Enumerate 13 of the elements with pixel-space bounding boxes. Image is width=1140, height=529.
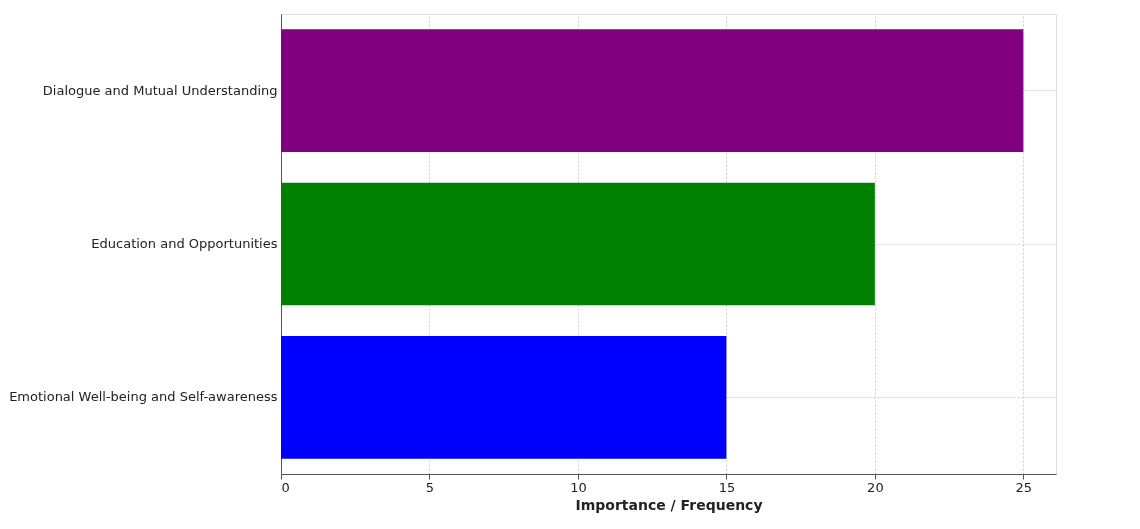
x-tick-label: 15 [718,479,736,495]
x-tick-label: 20 [867,479,884,495]
y-tick-label: Dialogue and Mutual Understanding [42,82,278,98]
x-tick-label: 10 [570,479,587,495]
bar [281,29,1024,152]
bar [281,336,727,459]
bar [281,182,875,306]
x-tick-label: 5 [425,479,435,495]
x-axis-title: Importance / Frequency [575,496,763,513]
y-tick-label: Education and Opportunities [91,236,278,251]
x-tick-label: 25 [1015,479,1033,495]
x-tick-label: 0 [281,479,290,495]
y-tick-label: Emotional Well-being and Self-awareness [9,389,278,405]
